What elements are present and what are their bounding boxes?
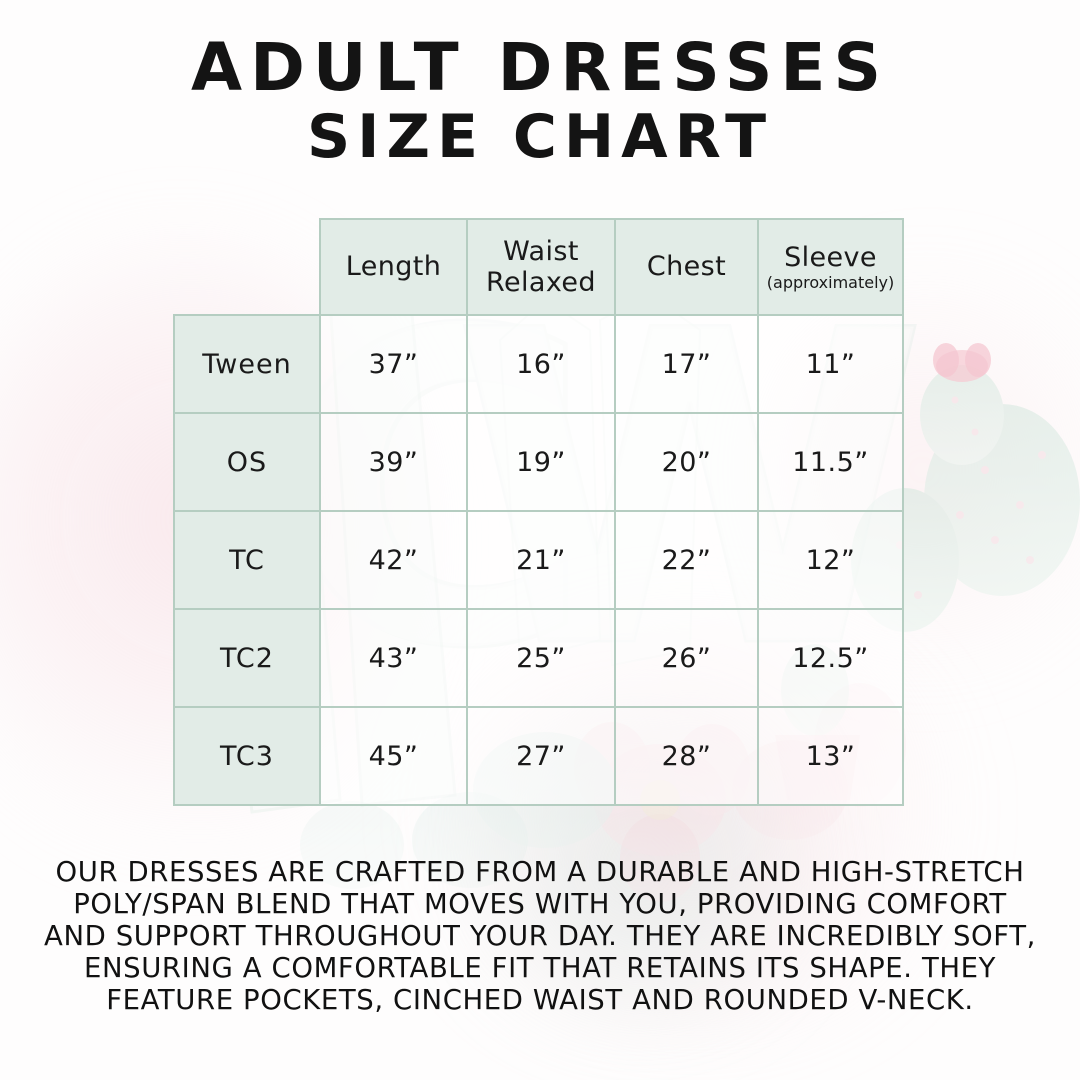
column-header-waist-relaxed: Waist Relaxed	[466, 218, 616, 316]
table-row: Tween 37” 16” 17” 11”	[173, 314, 904, 414]
column-header-sleeve-label: Sleeve	[784, 241, 877, 273]
cell-sleeve: 12”	[757, 510, 904, 610]
page-title: ADULT DRESSES SIZE CHART	[0, 34, 1080, 169]
column-header-length: Length	[319, 218, 468, 316]
cell-chest: 20”	[614, 412, 759, 512]
cell-sleeve: 11.5”	[757, 412, 904, 512]
row-size-label: TC3	[173, 706, 321, 806]
table-header: Length Waist Relaxed Chest Sleeve (appro…	[174, 218, 904, 316]
cell-chest: 28”	[614, 706, 759, 806]
cell-waist-relaxed: 16”	[466, 314, 616, 414]
cell-length: 45”	[319, 706, 468, 806]
column-header-length-label: Length	[345, 251, 442, 283]
description-line-3: AND SUPPORT THROUGHOUT YOUR DAY. THEY AR…	[44, 920, 1036, 952]
table-row: TC 42” 21” 22” 12”	[173, 510, 904, 610]
title-line-secondary: SIZE CHART	[306, 102, 774, 173]
cell-sleeve: 11”	[757, 314, 904, 414]
cell-chest: 17”	[614, 314, 759, 414]
size-chart-table: Length Waist Relaxed Chest Sleeve (appro…	[173, 218, 904, 806]
row-size-label: Tween	[173, 314, 321, 414]
column-header-sleeve-sublabel: (approximately)	[766, 272, 895, 292]
table-corner-cell	[174, 219, 320, 315]
cell-chest: 22”	[614, 510, 759, 610]
description-line-1: OUR DRESSES ARE CRAFTED FROM A DURABLE A…	[55, 856, 1025, 888]
table-row: TC2 43” 25” 26” 12.5”	[173, 608, 904, 708]
cell-sleeve: 12.5”	[757, 608, 904, 708]
description-line-2: POLY/SPAN BLEND THAT MOVES WITH YOU, PRO…	[73, 888, 1007, 920]
header-row: Length Waist Relaxed Chest Sleeve (appro…	[174, 218, 904, 316]
cell-waist-relaxed: 19”	[466, 412, 616, 512]
cell-length: 43”	[319, 608, 468, 708]
cell-sleeve: 13”	[757, 706, 904, 806]
column-header-sleeve: Sleeve (approximately)	[757, 218, 904, 316]
cell-length: 39”	[319, 412, 468, 512]
cell-length: 37”	[319, 314, 468, 414]
cell-chest: 26”	[614, 608, 759, 708]
cell-waist-relaxed: 27”	[466, 706, 616, 806]
table-row: TC3 45” 27” 28” 13”	[173, 706, 904, 806]
flower-icon	[933, 343, 991, 382]
row-size-label: OS	[173, 412, 321, 512]
cell-waist-relaxed: 25”	[466, 608, 616, 708]
title-line-primary: ADULT DRESSES	[191, 29, 889, 106]
row-size-label: TC	[173, 510, 321, 610]
row-size-label: TC2	[173, 608, 321, 708]
cell-length: 42”	[319, 510, 468, 610]
cell-waist-relaxed: 21”	[466, 510, 616, 610]
column-header-chest-label: Chest	[646, 251, 727, 283]
column-header-chest: Chest	[614, 218, 759, 316]
description-line-5: FEATURE POCKETS, CINCHED WAIST AND ROUND…	[106, 984, 974, 1016]
column-header-waist-line2: Relaxed	[486, 267, 596, 298]
table-body: Tween 37” 16” 17” 11” OS 39” 19” 20” 11.…	[173, 314, 904, 806]
table-row: OS 39” 19” 20” 11.5”	[173, 412, 904, 512]
description-line-4: ENSURING A COMFORTABLE FIT THAT RETAINS …	[84, 952, 996, 984]
column-header-waist-line1: Waist	[503, 235, 579, 267]
product-description: OUR DRESSES ARE CRAFTED FROM A DURABLE A…	[30, 856, 1050, 1016]
